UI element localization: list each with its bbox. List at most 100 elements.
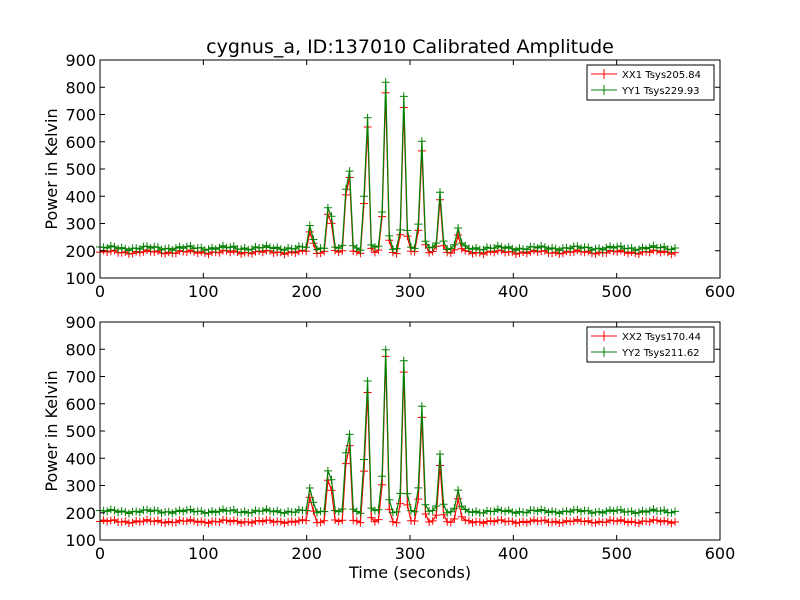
data-point — [634, 519, 643, 528]
y-tick-label: 500 — [65, 422, 96, 441]
data-point — [110, 506, 119, 515]
data-point — [294, 505, 303, 514]
data-point — [464, 516, 473, 525]
data-point — [284, 507, 293, 516]
data-point — [396, 489, 405, 498]
y-tick-label: 500 — [65, 160, 96, 179]
data-point — [266, 243, 274, 252]
data-point — [211, 245, 220, 254]
data-point — [320, 507, 329, 516]
data-point — [454, 224, 463, 232]
data-point — [291, 518, 300, 527]
data-point — [508, 508, 517, 516]
data-point — [143, 515, 151, 524]
data-point — [457, 512, 466, 521]
data-point — [356, 509, 365, 518]
data-point — [132, 516, 141, 525]
data-point — [121, 517, 130, 526]
data-point — [345, 430, 354, 439]
data-point — [446, 507, 455, 516]
data-point — [490, 507, 499, 516]
data-point — [327, 486, 336, 495]
data-point — [392, 518, 401, 527]
data-point — [671, 517, 679, 526]
y-tick-label: 400 — [65, 449, 96, 468]
data-point — [530, 515, 538, 524]
data-point — [493, 241, 502, 250]
data-point — [294, 516, 303, 525]
data-point — [106, 241, 115, 250]
data-point — [436, 461, 444, 470]
data-point — [352, 517, 361, 525]
data-point — [110, 515, 119, 524]
y-tick-label: 900 — [65, 51, 96, 70]
data-point — [388, 508, 397, 517]
y-tick-label: 600 — [65, 395, 96, 414]
data-point — [280, 519, 289, 528]
data-point — [598, 245, 607, 254]
data-point — [266, 507, 274, 515]
data-point — [558, 518, 567, 527]
ticks: 0 100 200 300 400 500 600100200300400500600700… — [65, 51, 735, 301]
data-point — [450, 240, 459, 249]
data-point — [226, 506, 235, 515]
data-point — [143, 505, 151, 514]
data-point — [367, 513, 376, 522]
data-point — [602, 243, 611, 252]
data-point — [323, 203, 332, 212]
data-point — [468, 508, 477, 517]
data-point — [331, 516, 340, 524]
data-point — [287, 517, 296, 526]
data-point — [439, 500, 448, 509]
data-point — [269, 507, 278, 516]
data-point — [215, 518, 224, 526]
data-point — [363, 113, 372, 122]
data-point — [171, 244, 180, 253]
data-point — [374, 515, 383, 524]
data-point — [240, 507, 249, 516]
data-point — [450, 504, 459, 513]
legend: XX2 Tsys170.44 YY2 Tsys211.62 — [586, 326, 715, 363]
x-tick-label: 400 — [498, 544, 529, 563]
data-point — [204, 508, 213, 517]
data-point — [425, 243, 434, 252]
data-point — [255, 516, 264, 525]
data-point — [114, 508, 123, 517]
data-point — [237, 519, 246, 528]
data-point — [117, 518, 126, 526]
data-point — [204, 245, 213, 254]
data-point — [656, 517, 665, 526]
data-point — [631, 509, 640, 518]
data-point — [360, 455, 368, 464]
data-point — [219, 505, 227, 514]
data-point — [428, 516, 437, 525]
data-point — [609, 244, 618, 252]
data-point — [483, 243, 491, 252]
data-point — [410, 244, 419, 253]
data-point — [417, 137, 426, 146]
data-point — [276, 517, 285, 526]
data-point — [537, 505, 546, 514]
data-point — [443, 508, 452, 517]
data-point — [540, 506, 549, 515]
data-point — [584, 516, 593, 525]
data-point — [450, 514, 459, 523]
data-point — [501, 507, 510, 516]
data-point — [215, 507, 224, 516]
data-point — [454, 231, 463, 239]
data-point — [200, 246, 209, 255]
data-point — [378, 208, 387, 216]
data-point — [468, 518, 477, 527]
data-point — [624, 518, 632, 527]
data-point — [522, 518, 531, 527]
data-point — [262, 241, 271, 250]
y-tick-label: 900 — [65, 313, 96, 332]
data-point — [356, 518, 365, 527]
data-point — [645, 517, 654, 526]
data-point — [132, 507, 141, 516]
data-point — [114, 244, 123, 253]
data-point — [656, 243, 665, 252]
data-point — [421, 237, 430, 246]
data-point — [305, 484, 314, 492]
data-point — [501, 244, 510, 253]
